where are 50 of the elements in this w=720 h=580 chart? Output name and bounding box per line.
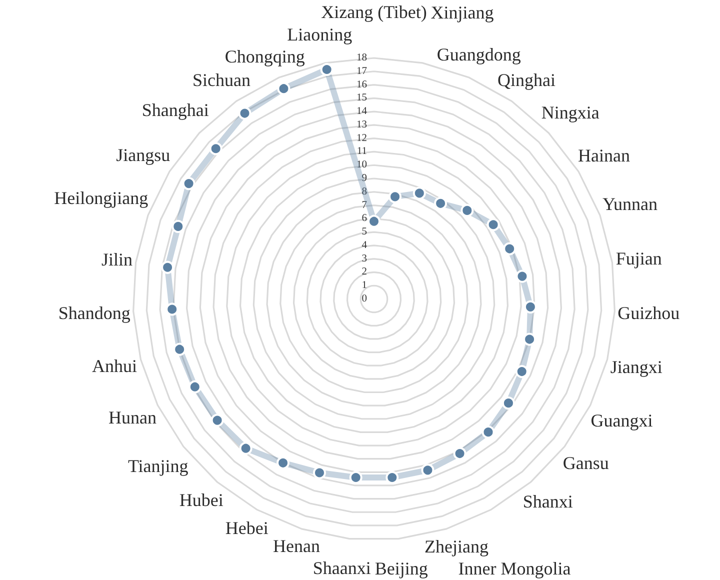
spoke-label: Zhejiang [424,536,488,557]
spoke-label: Heilongjiang [54,188,148,208]
spoke-label: Hainan [578,146,630,166]
y-tick-label: 16 [356,79,367,90]
spoke-label: Shandong [58,303,130,324]
spoke-label: Shanghai [142,100,209,120]
spoke-label: Tianjing [128,456,188,476]
spoke-label: Hebei [225,518,268,538]
spoke-label: Beijing [374,558,428,579]
y-tick-label: 9 [362,173,367,184]
spoke-label: Xizang (Tibet) [321,2,427,22]
spoke-label: Jiangsu [116,145,170,166]
y-tick-label: 5 [362,226,367,238]
y-tick-label: 3 [362,253,367,264]
y-tick-label: 6 [362,213,367,224]
spoke-label: Shanxi [522,492,573,512]
spoke-label: Anhui [92,356,138,376]
spoke-label: Qinghai [498,70,556,90]
spoke-label: Shaanxi [312,558,371,578]
spoke-label: Chongqing [224,46,305,66]
spoke-label: Hubei [179,490,224,510]
y-tick-label: 14 [356,106,368,118]
y-tick-label: 13 [356,119,367,130]
y-tick-label: 18 [356,52,367,64]
spoke-label: Inner Mongolia [458,558,571,579]
spoke-label: Xinjiang [430,2,494,22]
spoke-label: Hunan [108,407,156,428]
spoke-label: Ningxia [541,102,600,122]
y-tick-label: 8 [362,186,367,198]
y-tick-label: 4 [362,240,368,251]
spoke-label: Guangdong [436,44,521,65]
spoke-label: Henan [272,536,320,556]
y-tick-label: 0 [362,294,367,304]
y-tick-label: 1 [362,280,367,292]
spoke-label: Fujian [616,248,662,268]
spoke-label: Liaoning [287,24,352,45]
y-tick-label: 17 [356,66,367,77]
spoke-label: Gansu [562,453,609,474]
spoke-label: Sichuan [192,70,250,90]
y-tick-label: 11 [356,146,367,158]
y-tick-label: 12 [356,132,367,144]
spoke-label: Jilin [101,250,133,270]
spoke-label: Guizhou [618,302,680,323]
y-tick-label: 7 [362,200,367,211]
spoke-label: Jiangxi [610,356,662,377]
y-tick-label: 2 [362,266,367,278]
y-tick-label: 10 [356,160,367,171]
y-tick-label: 15 [356,92,367,104]
spoke-label: Yunnan [602,194,658,214]
spoke-label: Guangxi [590,410,653,431]
